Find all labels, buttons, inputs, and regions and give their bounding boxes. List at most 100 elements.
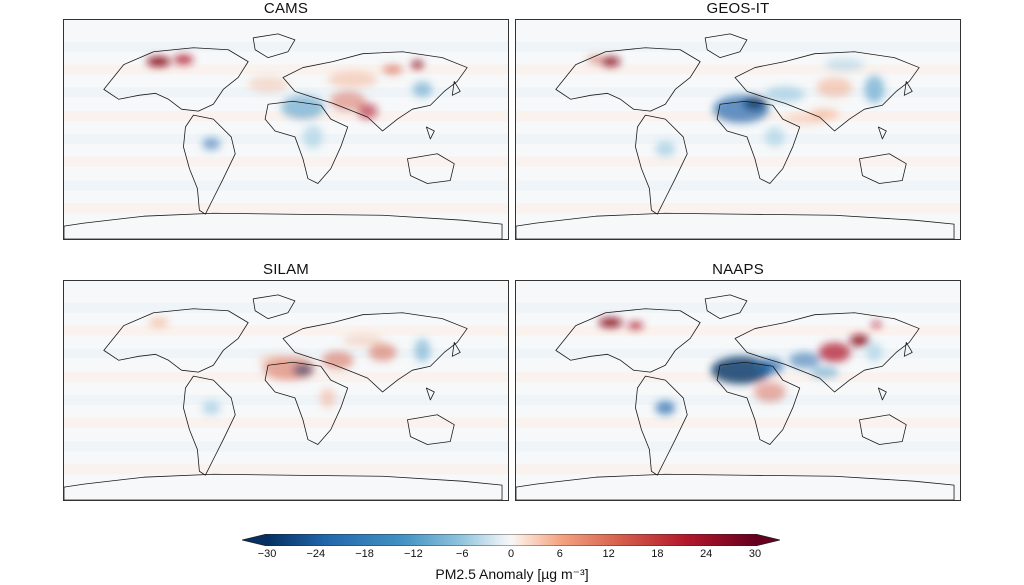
colorbar-tick-label: 6 [556, 548, 563, 560]
background-band [516, 87, 960, 98]
coastline [451, 81, 461, 96]
anomaly-blob [818, 342, 851, 363]
anomaly-blob [412, 81, 433, 98]
colorbar-tick-label: −24 [306, 548, 326, 560]
anomaly-blob [342, 334, 383, 347]
anomaly-blob [202, 137, 221, 150]
coastline [183, 114, 236, 215]
coastline [516, 473, 955, 500]
map-panel-geos-it [515, 19, 961, 240]
background-band [64, 111, 508, 122]
background-band [64, 156, 508, 167]
anomaly-blob [248, 76, 288, 93]
map-panel-cams [63, 19, 509, 240]
colorbar-tick-label: 0 [507, 548, 515, 560]
coastline [635, 114, 688, 215]
colorbar-extend-min [242, 534, 267, 546]
anomaly-blob [368, 343, 397, 362]
coastline [704, 294, 748, 320]
anomaly-blob [414, 338, 431, 363]
anomaly-blob [871, 321, 882, 328]
background-band [64, 41, 508, 52]
map-panel-naaps [515, 280, 961, 501]
colorbar-tick-label: −6 [455, 548, 469, 560]
anomaly-blob [146, 56, 171, 67]
panel-title-naaps: NAAPS [712, 261, 764, 278]
colorbar-extend-max [755, 534, 780, 546]
anomaly-blob [764, 86, 805, 103]
colorbar-tick-label: −18 [355, 548, 374, 560]
coastline [877, 126, 887, 140]
world-map [516, 33, 960, 239]
anomaly-blob [327, 71, 378, 88]
panel-title-geos-it: GEOS-IT [706, 0, 770, 17]
background-band [64, 87, 508, 98]
world-map [64, 33, 508, 239]
background-band [64, 394, 508, 405]
colorbar-gradient [267, 534, 755, 546]
anomaly-blob [816, 77, 853, 98]
anomaly-blob [742, 96, 767, 111]
coastline [264, 100, 349, 184]
anomaly-blob [627, 321, 644, 330]
colorbar-tick-label: −12 [404, 548, 423, 560]
background-band [64, 348, 508, 359]
world-map [516, 294, 960, 500]
anomaly-blob [788, 352, 821, 369]
coastline [252, 294, 296, 320]
anomaly-blob [824, 58, 865, 71]
coastline [555, 308, 701, 373]
coastline [903, 81, 913, 96]
coastline [64, 473, 503, 500]
coastline [734, 51, 920, 132]
background-band [516, 64, 960, 75]
panel-title-silam: SILAM [262, 261, 309, 278]
anomaly-blob [866, 342, 883, 363]
anomaly-blob [810, 366, 839, 379]
background-band [516, 348, 960, 359]
coastline [264, 361, 349, 445]
anomaly-blob [382, 64, 403, 75]
coastline [716, 100, 801, 184]
anomaly-blob [292, 364, 313, 377]
coastline [407, 153, 455, 184]
background-band [516, 133, 960, 144]
background-band [64, 203, 508, 214]
background-band [516, 156, 960, 167]
coastline [516, 212, 955, 239]
background-band [516, 203, 960, 214]
anomaly-blob [711, 356, 771, 385]
colorbar-tick-label: 30 [748, 548, 762, 560]
anomaly-blob [173, 54, 194, 65]
background-band [64, 133, 508, 144]
coastline [451, 342, 461, 357]
coastline [425, 126, 435, 140]
colorbar [241, 533, 781, 547]
coastline [859, 153, 907, 184]
coastline [859, 414, 907, 445]
world-map [64, 294, 508, 500]
coastline [903, 342, 913, 357]
anomaly-blob [598, 317, 623, 328]
coastline [282, 312, 468, 393]
anomaly-blob [753, 382, 786, 402]
colorbar-tick-label: 12 [602, 548, 615, 560]
anomaly-blob [784, 113, 825, 126]
background-band [64, 325, 508, 336]
coastline [183, 375, 236, 476]
background-band [64, 180, 508, 191]
anomaly-blob [321, 351, 354, 370]
coastline [282, 51, 468, 132]
colorbar-label: PM2.5 Anomaly [µg m⁻³] [435, 566, 589, 582]
anomaly-blob [587, 55, 604, 64]
colorbar-tick-label: 24 [700, 548, 713, 560]
anomaly-blob [655, 140, 676, 157]
map-panel-silam [63, 280, 509, 501]
anomaly-blob [600, 56, 621, 67]
anomaly-blob [302, 125, 323, 149]
background-band [64, 302, 508, 313]
anomaly-blob [148, 317, 169, 328]
anomaly-blob [755, 358, 784, 375]
coastline [704, 33, 748, 59]
coastline [734, 312, 920, 393]
